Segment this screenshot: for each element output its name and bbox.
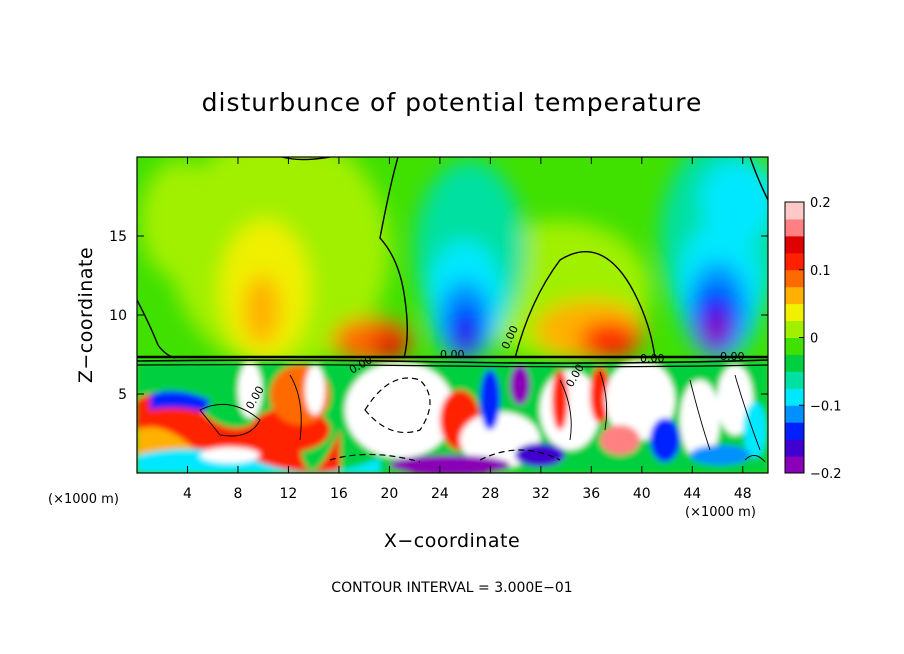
y-axis: 5 10 15: [109, 229, 768, 403]
colorbar-swatch: [785, 320, 804, 338]
contour-line: [137, 359, 768, 364]
contour-interval-note: CONTOUR INTERVAL = 3.000E−01: [331, 580, 572, 596]
y-tick-label: 15: [109, 229, 127, 245]
colorbar-tick-label: −0.1: [810, 399, 842, 414]
x-tick-label: 4: [183, 486, 192, 502]
colorbar-swatch: [785, 218, 804, 237]
colorbar-tick-label: 0.2: [810, 196, 831, 211]
dashed-contour: [329, 453, 421, 463]
zero-contour: [379, 157, 408, 359]
x-unit-label: (×1000 m): [685, 505, 756, 520]
colorbar-swatch: [785, 337, 804, 355]
x-tick-label: 40: [633, 486, 651, 502]
y-tick-label: 5: [118, 387, 127, 403]
contour-line: [734, 374, 761, 451]
contour-line: [744, 455, 766, 463]
colorbar-swatch: [785, 252, 804, 271]
colorbar-tick-label: 0: [810, 332, 818, 347]
colorbar-swatch: [785, 422, 804, 440]
colorbar-swatch: [785, 388, 804, 406]
x-axis-label: X−coordinate: [384, 530, 520, 552]
contour-line: [599, 371, 608, 431]
dashed-contour: [479, 449, 561, 461]
zero-contour: [514, 251, 656, 359]
y-unit-label: (×1000 m): [48, 492, 119, 507]
colorbar-tick-label: −0.2: [810, 467, 842, 482]
colorbar-swatch: [785, 354, 804, 372]
x-tick-label: 8: [233, 486, 242, 502]
lower-field: [137, 360, 768, 473]
x-tick-label: 28: [481, 486, 499, 502]
colorbar-swatch: [785, 286, 804, 305]
x-tick-label: 12: [280, 486, 298, 502]
dashed-contour: [364, 377, 431, 434]
y-tick-label: 10: [109, 308, 127, 324]
contour-label: 0.00: [720, 350, 745, 363]
x-axis: 4 8 12 16 20 24 28 32 36 40 44 48: [183, 157, 752, 502]
x-tick-label: 24: [431, 486, 449, 502]
contour-line: [689, 379, 711, 451]
chart-title: disturbunce of potential temperature: [202, 88, 703, 117]
x-tick-label: 48: [734, 486, 752, 502]
contour-line: [199, 403, 261, 437]
colorbar: 0.2 0.1 0 −0.1 −0.2: [784, 196, 842, 482]
x-tick-label: 20: [380, 486, 398, 502]
x-tick-label: 32: [532, 486, 550, 502]
plot-area: 0.00 0.00 0.00 0.00 0.00 0.00 0.00: [136, 156, 769, 474]
contour-line: [559, 379, 572, 441]
y-axis-label: Z−coordinate: [75, 247, 97, 383]
x-tick-label: 44: [683, 486, 701, 502]
zero-contour: [137, 299, 176, 359]
colorbar-swatch: [785, 371, 804, 389]
colorbar-swatch: [785, 303, 804, 322]
contour-line: [289, 374, 302, 441]
colorbar-swatch: [785, 456, 804, 474]
zero-contour: [281, 157, 331, 161]
contour-label: 0.00: [440, 348, 465, 361]
x-tick-label: 36: [582, 486, 600, 502]
contour-label: 0.00: [640, 352, 665, 365]
colorbar-tick-label: 0.1: [810, 264, 831, 279]
colorbar-swatch: [785, 235, 804, 254]
colorbar-swatch: [785, 269, 804, 288]
colorbar-swatch: [785, 405, 804, 423]
zero-contour: [749, 157, 768, 201]
upper-field: [140, 157, 768, 370]
x-tick-label: 16: [330, 486, 348, 502]
contour-line: [137, 364, 768, 368]
colorbar-swatch: [785, 202, 804, 220]
colorbar-swatch: [785, 439, 804, 457]
